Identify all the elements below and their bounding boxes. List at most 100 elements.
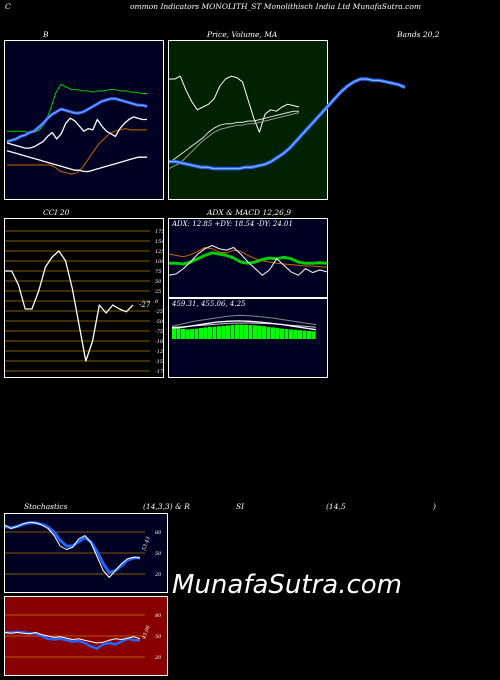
bands-label: Bands 20,2 bbox=[397, 30, 440, 39]
stochastics-panel: 80 50 20 53.43 bbox=[4, 513, 168, 593]
macd-histogram-bar-29 bbox=[302, 330, 307, 339]
stoch-label-c: SI bbox=[236, 502, 245, 511]
cci-tick-5: 50 bbox=[155, 279, 162, 285]
macd-histogram-bar-26 bbox=[289, 329, 294, 339]
cci-tick-3: 100 bbox=[155, 259, 163, 265]
macd-histogram-bar-0 bbox=[172, 327, 177, 339]
macd-panel bbox=[168, 298, 328, 378]
adx-plus-di bbox=[169, 251, 327, 266]
price-line bbox=[169, 75, 300, 133]
adx-minus-di bbox=[169, 247, 327, 268]
rsi-tick-1: 50 bbox=[155, 634, 162, 640]
rsi-last-value: 43.06 bbox=[141, 624, 152, 641]
macd-histogram-bar-11 bbox=[221, 325, 226, 339]
middle-band-line bbox=[6, 97, 148, 144]
macd-histogram-bar-14 bbox=[235, 324, 240, 339]
macd-histogram-bar-13 bbox=[230, 325, 235, 339]
rsi-chart: 80 50 20 43.06 bbox=[5, 613, 162, 661]
macd-histogram-bar-16 bbox=[244, 324, 249, 339]
cci-label: CCI 20 bbox=[43, 208, 70, 217]
macd-histogram-bar-4 bbox=[190, 329, 195, 339]
cci-tick-1: 150 bbox=[155, 239, 163, 245]
macd-histogram-bar-21 bbox=[266, 327, 271, 339]
adx-chart bbox=[169, 245, 327, 276]
stoch-last-value: 53.43 bbox=[141, 536, 152, 552]
upper-band-line bbox=[7, 83, 147, 133]
cci-panel: 175 150 125 100 75 50 25 0 -25 -50 -75 -100 -125 -150… bbox=[4, 218, 164, 378]
macd-histogram-bar-5 bbox=[194, 328, 199, 339]
bollinger-panel bbox=[4, 40, 164, 200]
rsi-blue-line bbox=[5, 630, 140, 650]
macd-histogram-bar-3 bbox=[185, 329, 190, 339]
stoch-tick-1: 50 bbox=[155, 551, 162, 557]
watermark: MunafaSutra.com bbox=[172, 570, 403, 600]
macd-histogram-bar-15 bbox=[239, 324, 244, 339]
close-line bbox=[6, 116, 147, 149]
long-ma-highlight bbox=[169, 78, 406, 170]
cci-tick-10: -75 bbox=[155, 329, 163, 335]
macd-histogram-bar-12 bbox=[226, 325, 231, 339]
macd-histogram-bar-10 bbox=[217, 326, 222, 339]
macd-histogram-bar-22 bbox=[271, 327, 276, 339]
header-c: C bbox=[5, 2, 11, 11]
price-ma-panel bbox=[168, 40, 328, 200]
price-line bbox=[6, 150, 147, 173]
macd-histogram-bar-24 bbox=[280, 328, 285, 339]
stoch-tick-0: 80 bbox=[155, 530, 162, 536]
ma-line-1 bbox=[169, 110, 299, 164]
stochastics-chart: 80 50 20 53.43 bbox=[5, 521, 162, 578]
cci-tick-7: 0 bbox=[155, 299, 159, 305]
ma-line-2 bbox=[169, 112, 300, 170]
macd-histogram-bar-6 bbox=[199, 328, 204, 339]
macd-histogram-bar-20 bbox=[262, 326, 267, 339]
cci-tick-11: -100 bbox=[155, 339, 163, 345]
macd-histogram-bar-27 bbox=[293, 329, 298, 339]
macd-chart bbox=[171, 314, 317, 339]
macd-histogram-bar-8 bbox=[208, 327, 213, 339]
adx-panel bbox=[168, 218, 328, 298]
stoch-label-b: (14,3,3) & R bbox=[143, 502, 190, 511]
adx-line bbox=[169, 245, 327, 276]
macd-histogram-bar-30 bbox=[307, 331, 312, 339]
rsi-line bbox=[5, 632, 141, 644]
cci-tick-13: -150 bbox=[155, 359, 163, 365]
stoch-label-e: ) bbox=[433, 502, 436, 511]
macd-title: 459.31, 455.06, 4.25 bbox=[172, 300, 246, 308]
middle-band-highlight bbox=[6, 98, 148, 143]
rsi-panel: 80 50 20 43.06 bbox=[4, 596, 168, 676]
cci-tick-0: 175 bbox=[155, 229, 163, 235]
bollinger-label: B bbox=[43, 30, 49, 39]
cci-last-value: -27 bbox=[139, 301, 151, 309]
cci-tick-6: 25 bbox=[154, 289, 161, 295]
cci-line bbox=[5, 250, 134, 362]
stoch-k-line bbox=[5, 521, 141, 578]
macd-histogram-bar-25 bbox=[284, 329, 289, 339]
cci-tick-8: -25 bbox=[155, 309, 163, 315]
bollinger-chart bbox=[6, 83, 148, 175]
macd-line bbox=[171, 320, 317, 331]
adx-title: ADX: 12.85 +DY: 18.54 -DY: 24.01 bbox=[172, 220, 293, 228]
cci-tick-9: -50 bbox=[155, 319, 163, 325]
macd-histogram-bar-2 bbox=[181, 329, 186, 339]
price-volume-ma-label: Price, Volume, MA bbox=[207, 30, 278, 39]
cci-tick-12: -125 bbox=[155, 349, 163, 355]
macd-histogram-bar-18 bbox=[253, 325, 258, 339]
macd-histogram-bar-17 bbox=[248, 325, 253, 339]
adx-macd-label: ADX & MACD 12,26,9 bbox=[207, 208, 292, 217]
price-ma-chart bbox=[169, 75, 406, 171]
stoch-label-a: Stochastics bbox=[24, 502, 68, 511]
macd-histogram-bar-31 bbox=[311, 331, 316, 339]
rsi-tick-2: 20 bbox=[154, 655, 162, 661]
macd-histogram-bar-9 bbox=[212, 326, 217, 339]
stoch-tick-2: 20 bbox=[154, 572, 162, 578]
macd-signal-grey bbox=[171, 314, 317, 327]
cci-tick-4: 75 bbox=[155, 269, 161, 275]
cci-tick-14: -175 bbox=[155, 369, 163, 375]
macd-histogram-bar-23 bbox=[275, 328, 280, 339]
long-ma-line bbox=[169, 77, 406, 171]
cci-chart: 175 150 125 100 75 50 25 0 -25 -50 -75 -100 -125 -150… bbox=[5, 229, 163, 375]
cci-tick-2: 125 bbox=[155, 249, 163, 255]
stoch-label-d: (14,5 bbox=[326, 502, 346, 511]
macd-histogram-bar-19 bbox=[257, 325, 262, 339]
macd-histogram-bar-7 bbox=[203, 327, 208, 339]
